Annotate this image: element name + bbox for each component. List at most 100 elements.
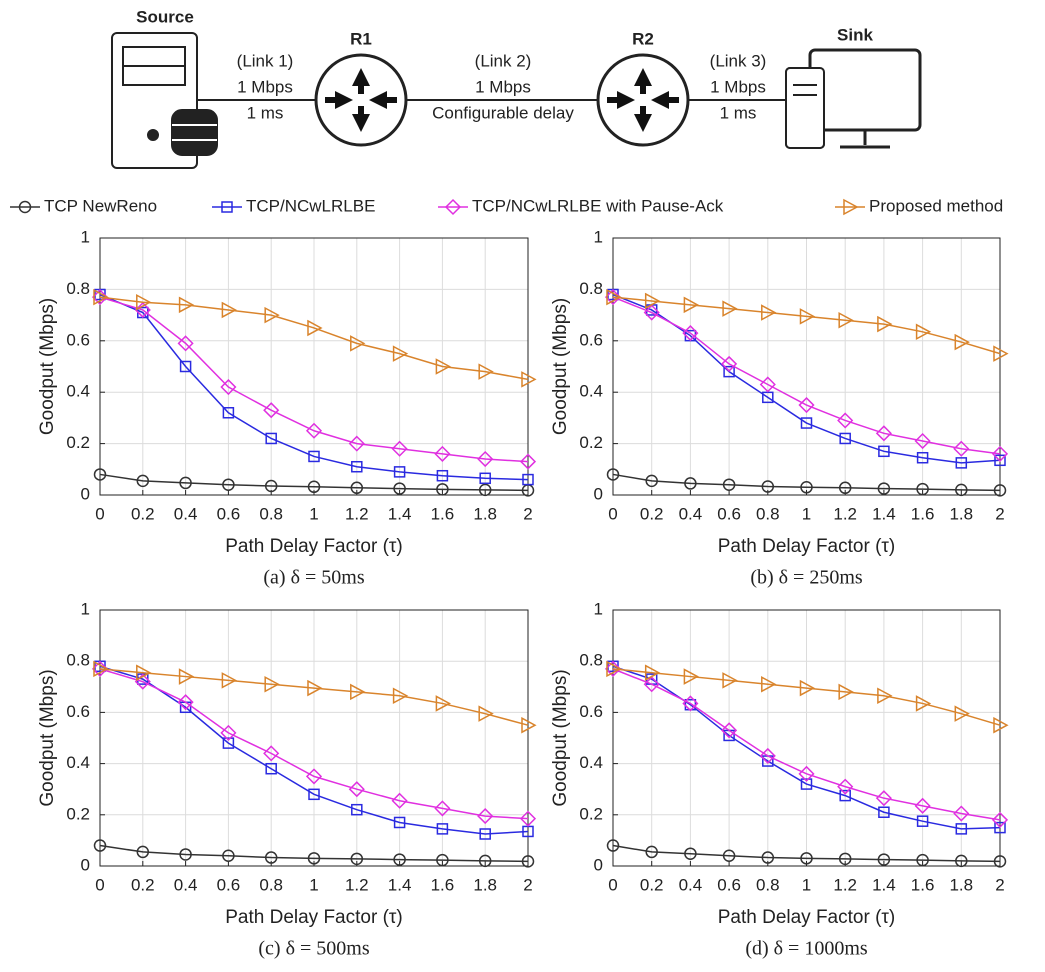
x-tick-label: 1.8 [473, 504, 497, 523]
x-tick-label: 0.6 [717, 504, 741, 523]
x-tick-label: 1.6 [431, 875, 455, 894]
data-point [434, 445, 451, 462]
x-tick-label: 1.4 [872, 504, 896, 523]
y-axis-label: Goodput (Mbps) [550, 298, 571, 435]
data-point [953, 440, 970, 457]
data-point [479, 472, 491, 485]
data-point [136, 664, 152, 681]
data-point [914, 432, 931, 450]
x-tick-label: 2 [523, 875, 532, 894]
arrow-icon [651, 91, 679, 109]
data-point [178, 296, 195, 314]
network-diagram [111, 32, 922, 169]
data-point [392, 345, 409, 362]
y-tick-label: 0.8 [579, 279, 603, 298]
data-point [798, 765, 815, 782]
data-point [761, 304, 777, 321]
y-tick-label: 1 [81, 599, 90, 618]
x-tick-label: 0.8 [259, 875, 283, 894]
data-point [522, 473, 534, 486]
x-tick-label: 0.4 [679, 504, 703, 523]
link-delay: 1 ms [720, 103, 757, 122]
data-point [955, 457, 968, 469]
data-point [393, 816, 406, 829]
x-axis-label: Path Delay Factor (τ) [225, 536, 403, 557]
data-point [991, 811, 1009, 828]
data-point [800, 852, 813, 865]
legend-label: TCP NewReno [44, 196, 157, 215]
data-point [877, 687, 893, 705]
data-point [177, 335, 194, 352]
series-line [99, 473, 529, 492]
data-point [839, 789, 851, 802]
arrow-icon [607, 91, 635, 109]
x-tick-label: 0.2 [640, 504, 664, 523]
data-point [955, 854, 968, 868]
data-point [993, 484, 1007, 497]
data-point [351, 803, 363, 816]
x-axis-label: Path Delay Factor (τ) [225, 907, 403, 928]
series-line [612, 293, 1001, 464]
data-point [265, 762, 277, 775]
data-point [348, 781, 365, 798]
y-tick-label: 0.6 [579, 330, 603, 349]
data-point [877, 482, 891, 495]
x-tick-label: 0 [95, 875, 104, 894]
data-point [916, 815, 929, 827]
x-tick-label: 1.6 [431, 504, 455, 523]
data-point [993, 855, 1007, 868]
data-point [477, 450, 494, 468]
sink-monitor [808, 48, 922, 132]
data-point [993, 716, 1009, 734]
data-point [179, 360, 192, 373]
data-point [391, 440, 408, 457]
data-point [264, 479, 278, 493]
node-label: R1 [350, 29, 372, 48]
data-point [759, 376, 776, 393]
link-name: (Link 2) [475, 51, 532, 70]
data-point [994, 454, 1006, 467]
data-point [477, 808, 494, 825]
data-point [392, 687, 409, 705]
data-point [721, 355, 738, 372]
data-point [222, 849, 235, 863]
data-point [875, 425, 892, 442]
data-point [93, 660, 109, 678]
router-r1 [314, 53, 408, 147]
data-point [991, 445, 1009, 462]
x-tick-label: 0.8 [259, 504, 283, 523]
data-point [954, 333, 970, 351]
data-point [916, 482, 929, 496]
data-point [877, 853, 891, 866]
chart-title: (c) δ = 500ms [258, 938, 369, 960]
series-line [99, 293, 529, 481]
series-line [99, 844, 529, 863]
y-tick-label: 0 [594, 484, 603, 503]
data-point [837, 778, 854, 795]
data-point [722, 672, 738, 689]
link-rate: 1 Mbps [475, 77, 531, 96]
data-point [954, 705, 970, 722]
data-point [93, 839, 107, 852]
x-tick-label: 0.8 [756, 504, 780, 523]
series-line [99, 296, 529, 463]
data-point [305, 768, 323, 785]
data-point [800, 417, 813, 429]
data-point [682, 325, 699, 342]
series-line [612, 473, 1001, 492]
node-label: Sink [837, 25, 873, 44]
data-point [838, 683, 854, 701]
data-point [604, 660, 622, 677]
series-line [99, 296, 529, 381]
data-point [994, 821, 1006, 834]
data-point [606, 468, 620, 481]
plot-frame [99, 237, 529, 496]
data-point [220, 378, 237, 396]
database-icon [171, 109, 218, 156]
series-line [99, 668, 529, 820]
data-point [264, 306, 280, 324]
link-name: (Link 1) [237, 51, 294, 70]
y-tick-label: 0.4 [66, 382, 90, 401]
plot-frame [99, 609, 529, 867]
